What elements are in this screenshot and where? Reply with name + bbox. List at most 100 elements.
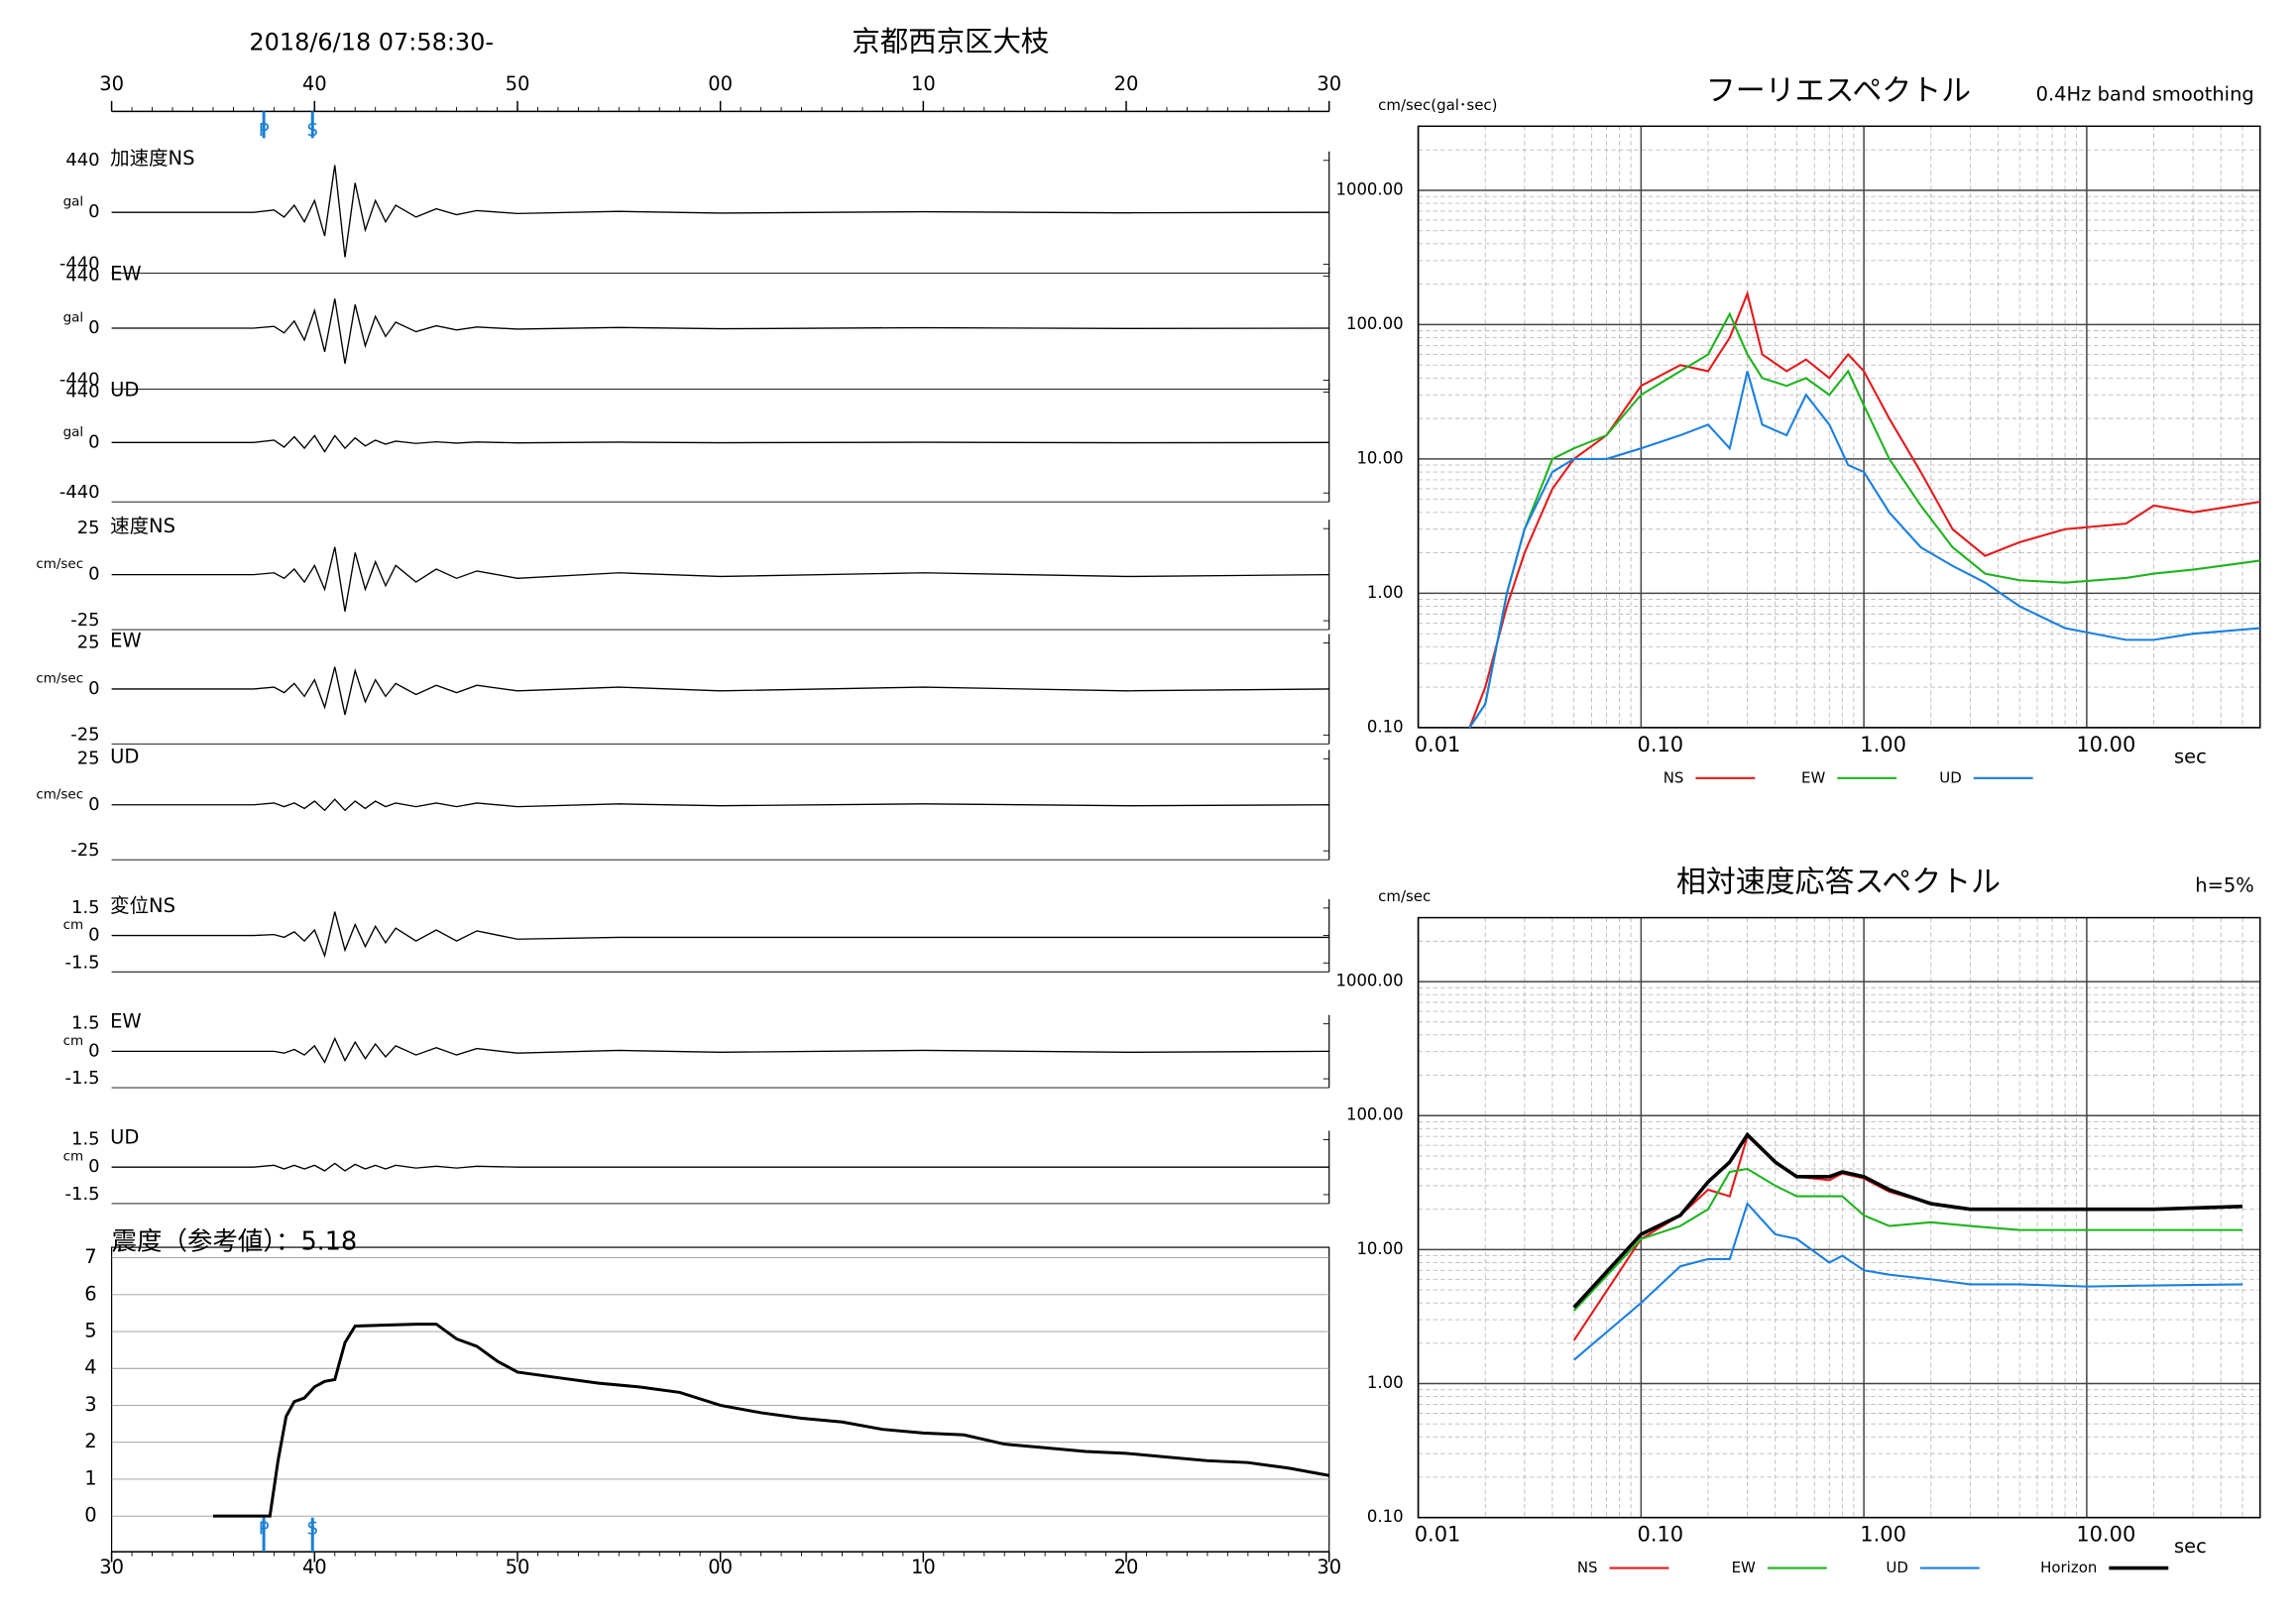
y-tick-label: 10.00 (1356, 1239, 1403, 1258)
x-axis-label: sec (2174, 1535, 2207, 1558)
y-tick-label: 1000.00 (1335, 972, 1403, 990)
panel-unit: cm/sec (36, 786, 83, 802)
panel-name: EW (110, 630, 142, 652)
y-tick-label: 0 (88, 1156, 99, 1177)
y-axis-label: cm/sec (1378, 887, 1431, 905)
x-tick-label: 40 (302, 72, 327, 95)
legend-label: NS (1577, 1559, 1598, 1576)
y-tick-label: 0 (88, 431, 99, 452)
panel-name: 加速度NS (110, 147, 194, 170)
x-tick-label: 10.00 (2076, 1523, 2135, 1547)
x-tick-label: 50 (506, 72, 530, 95)
x-tick-label: 0.01 (1415, 1523, 1461, 1547)
panel-unit: cm/sec (36, 670, 83, 686)
x-tick-label: 10 (911, 1556, 936, 1578)
phase-label: P (259, 120, 270, 141)
y-tick-label: 1.00 (1367, 583, 1404, 602)
waveform-trace (111, 165, 1329, 258)
y-tick-label: 1.5 (71, 1128, 100, 1149)
waveform-trace (111, 1036, 1329, 1064)
chart-title: 震度（参考値）：5.18 (112, 1227, 358, 1257)
y-tick-label: 0.10 (1367, 1507, 1404, 1526)
spectrum-line (1572, 1131, 2243, 1309)
y-tick-label: -440 (59, 369, 100, 390)
panel-name: EW (110, 1010, 142, 1033)
waveform-trace (111, 911, 1329, 959)
y-tick-label: 440 (65, 381, 99, 402)
y-tick-label: 10.00 (1356, 448, 1403, 467)
x-tick-label: 10.00 (2076, 733, 2135, 756)
legend-label: UD (1939, 768, 1961, 786)
panel-unit: gal (63, 194, 84, 210)
y-tick-label: 0 (88, 564, 99, 585)
y-tick-label: -25 (70, 724, 99, 745)
y-tick-label: 0 (88, 317, 99, 338)
plot-frame (1417, 916, 2261, 1519)
y-tick-label: -440 (59, 254, 100, 275)
y-tick-label: 1000.00 (1335, 179, 1403, 198)
y-tick-label: -1.5 (65, 952, 100, 973)
spectrum-line (1468, 371, 2260, 728)
y-tick-label: 25 (77, 518, 100, 538)
panel-name: 変位NS (110, 894, 175, 917)
x-tick-label: 00 (708, 72, 733, 95)
y-tick-label: 1.5 (71, 897, 100, 918)
panel-name: UD (110, 378, 139, 401)
y-tick-label: -1.5 (65, 1068, 100, 1089)
chart-subtitle: 0.4Hz band smoothing (2036, 82, 2254, 105)
y-tick-label: 100.00 (1346, 1105, 1404, 1124)
x-tick-label: 20 (1114, 72, 1139, 95)
intensity-line (212, 1323, 1329, 1518)
y-tick-label: 0 (88, 201, 99, 222)
y-tick-label: 25 (77, 633, 100, 653)
panel-name: 速度NS (110, 515, 175, 537)
subtitle: 2018/6/18 07:58:30- (249, 28, 494, 56)
y-tick-label: 0 (88, 925, 99, 946)
x-tick-label: 30 (1317, 1556, 1341, 1578)
chart-subtitle: h=5% (2195, 874, 2254, 897)
phase-label: P (259, 1519, 270, 1540)
y-tick-label: 7 (84, 1245, 96, 1268)
y-tick-label: 5 (84, 1320, 96, 1342)
x-tick-label: 0.10 (1637, 733, 1683, 756)
x-tick-label: 0.10 (1637, 1523, 1683, 1547)
waveform-trace (111, 666, 1329, 716)
panel-unit: cm (63, 1033, 84, 1049)
waveform-trace (111, 546, 1329, 612)
spectrum-line (1572, 1167, 2242, 1312)
waveform-trace (111, 434, 1329, 453)
legend-label: Horizon (2040, 1559, 2097, 1576)
phase-label: S (307, 120, 318, 141)
panel-unit: gal (63, 424, 84, 440)
panel-name: EW (110, 263, 142, 286)
x-tick-label: 30 (99, 72, 124, 95)
y-tick-label: 0 (88, 678, 99, 699)
y-tick-label: -440 (59, 482, 100, 503)
y-tick-label: 0 (88, 794, 99, 815)
y-tick-label: 1 (84, 1466, 96, 1489)
y-tick-label: 3 (84, 1393, 96, 1416)
panel-unit: gal (63, 310, 84, 326)
legend-label: NS (1664, 768, 1684, 786)
legend-label: UD (1886, 1559, 1907, 1576)
panel-name: UD (110, 745, 139, 767)
y-tick-label: 0 (84, 1504, 96, 1527)
x-tick-label: 0.01 (1415, 733, 1461, 756)
panel-name: UD (110, 1125, 139, 1148)
y-tick-label: 0.10 (1367, 717, 1404, 736)
y-axis-label: cm/sec(gal･sec) (1378, 96, 1497, 114)
spectrum-line (1468, 311, 2260, 728)
x-tick-label: 10 (911, 72, 936, 95)
panel-unit: cm (63, 1149, 84, 1165)
y-tick-label: 0 (88, 1040, 99, 1061)
panel-unit: cm (63, 917, 84, 933)
y-tick-label: 2 (84, 1430, 96, 1452)
y-tick-label: 440 (65, 150, 99, 171)
spectrum-line (1468, 290, 2260, 728)
y-tick-label: 1.5 (71, 1013, 100, 1034)
y-tick-label: 25 (77, 748, 100, 768)
plot-frame (110, 1246, 1330, 1553)
chart-title: フーリエスペクトル (1706, 73, 1971, 108)
legend-label: EW (1801, 768, 1825, 786)
